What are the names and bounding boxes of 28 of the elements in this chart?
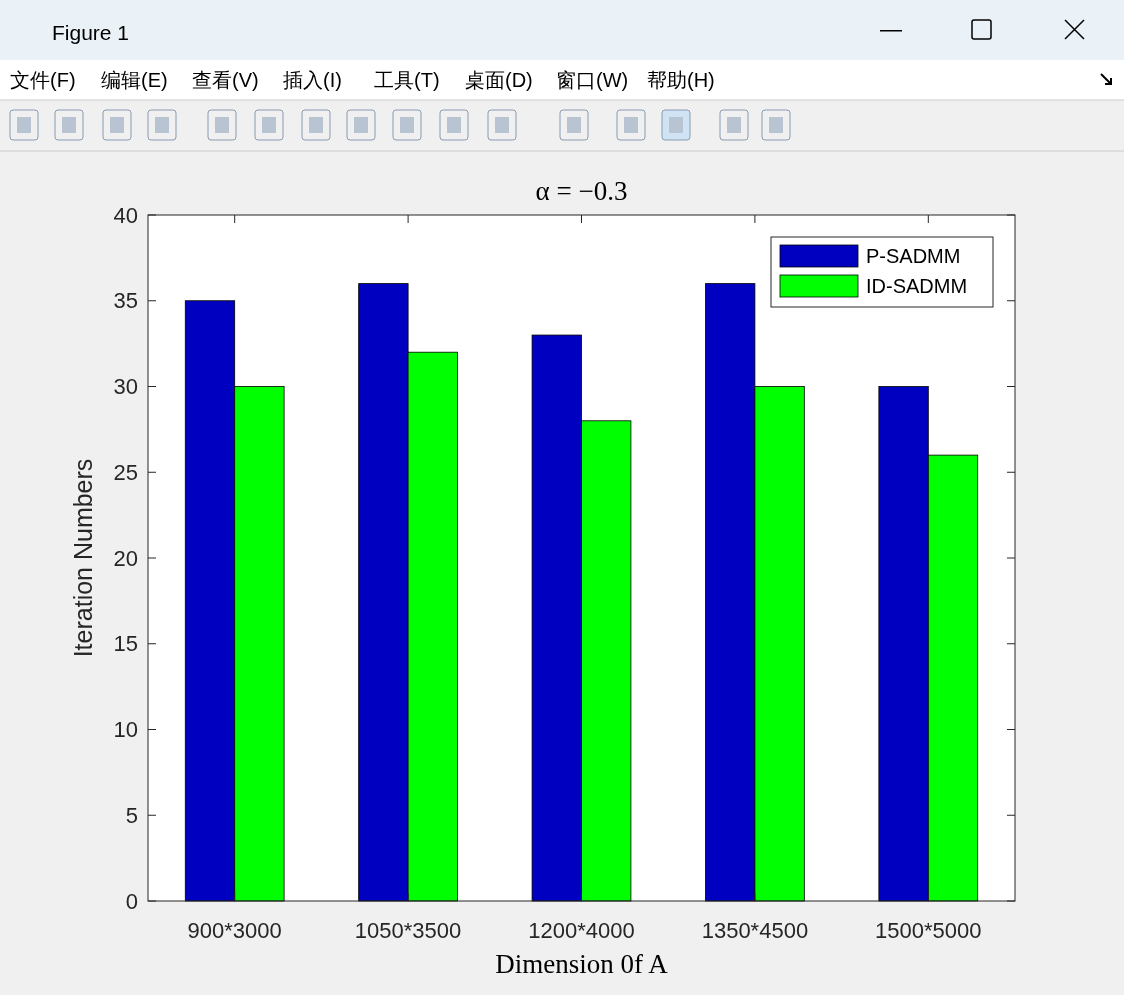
x-tick-label: 1350*4500 [701,918,809,943]
y-tick-label: 35 [113,288,138,314]
caption: Figure 1 [52,21,130,44]
x-tick-label: 1050*3500 [354,918,462,943]
y-tick-label: 25 [113,459,138,485]
legend-label: P-SADMM [866,245,961,267]
text: 工具(T) [374,69,440,91]
x-axis-title: Dimension 0f A [495,949,669,979]
text: 查看(V) [192,69,259,91]
x-tick-label: 900*3000 [187,918,282,943]
text: 桌面(D) [465,69,533,91]
y-tick-label: 0 [125,888,138,914]
text: 窗口(W) [556,69,629,91]
text: 编辑(E) [101,69,168,91]
x-tick-label: 1500*5000 [875,918,982,943]
x-tick-label: 1200*4000 [528,918,635,943]
y-tick-label: 40 [113,202,138,228]
y-tick-label: 10 [113,717,138,743]
y-tick-label: 5 [125,802,138,828]
y-tick-label: 20 [113,545,138,571]
legend-label: ID-SADMM [866,275,968,297]
y-axis-title: Iteration Numbers [69,458,97,658]
text: 帮助(H) [647,69,715,91]
y-tick-label: 15 [113,631,138,657]
y-tick-label: 30 [113,374,138,400]
text: 插入(I) [283,69,342,91]
text: 文件(F) [10,69,76,91]
chart-title: α = −0.3 [535,176,628,206]
